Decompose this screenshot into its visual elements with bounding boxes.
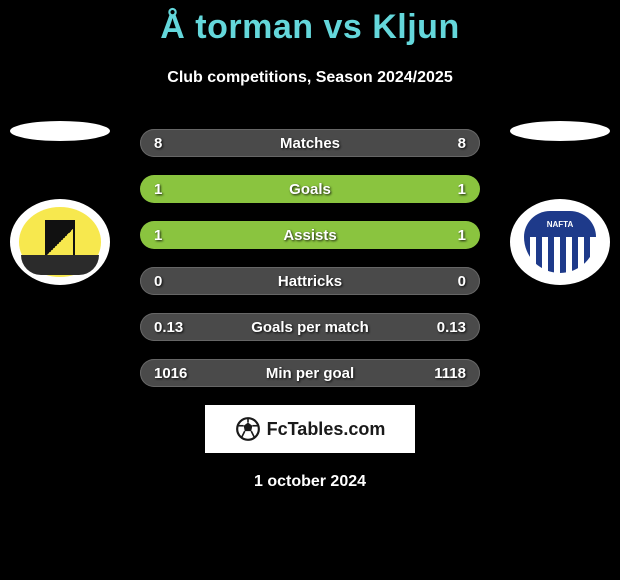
club-badge-right-stripes	[524, 237, 596, 273]
club-badge-right: NAFTA	[510, 199, 610, 285]
player-right-column: NAFTA	[510, 121, 610, 285]
stat-row-goals-per-match: 0.13 Goals per match 0.13	[140, 313, 480, 341]
stat-row-hattricks: 0 Hattricks 0	[140, 267, 480, 295]
club-badge-right-label: NAFTA	[524, 211, 596, 237]
stat-label: Hattricks	[140, 273, 480, 290]
stat-label: Min per goal	[140, 365, 480, 382]
player-right-avatar	[510, 121, 610, 141]
footer-site-badge: FcTables.com	[205, 405, 415, 453]
player-left-column	[10, 121, 110, 285]
stat-row-matches: 8 Matches 8	[140, 129, 480, 157]
stat-row-assists: 1 Assists 1	[140, 221, 480, 249]
club-badge-right-inner: NAFTA	[524, 211, 596, 273]
stats-table: 8 Matches 8 1 Goals 1 1 Assists 1 0 Hatt…	[140, 129, 480, 387]
club-badge-left	[10, 199, 110, 285]
stat-label: Matches	[140, 135, 480, 152]
footer-date: 1 october 2024	[0, 473, 620, 491]
stat-label: Assists	[140, 227, 480, 244]
page-subtitle: Club competitions, Season 2024/2025	[0, 69, 620, 87]
player-left-avatar	[10, 121, 110, 141]
stat-row-min-per-goal: 1016 Min per goal 1118	[140, 359, 480, 387]
comparison-body: NAFTA 8 Matches 8 1 Goals 1 1 Assists 1 …	[0, 129, 620, 491]
page-title: Å torman vs Kljun	[0, 0, 620, 47]
club-badge-left-arc	[21, 255, 99, 275]
club-badge-left-inner	[19, 207, 101, 277]
stat-label: Goals per match	[140, 319, 480, 336]
footer-site-label: FcTables.com	[267, 419, 386, 440]
stat-row-goals: 1 Goals 1	[140, 175, 480, 203]
soccer-ball-icon	[235, 416, 261, 442]
stat-label: Goals	[140, 181, 480, 198]
